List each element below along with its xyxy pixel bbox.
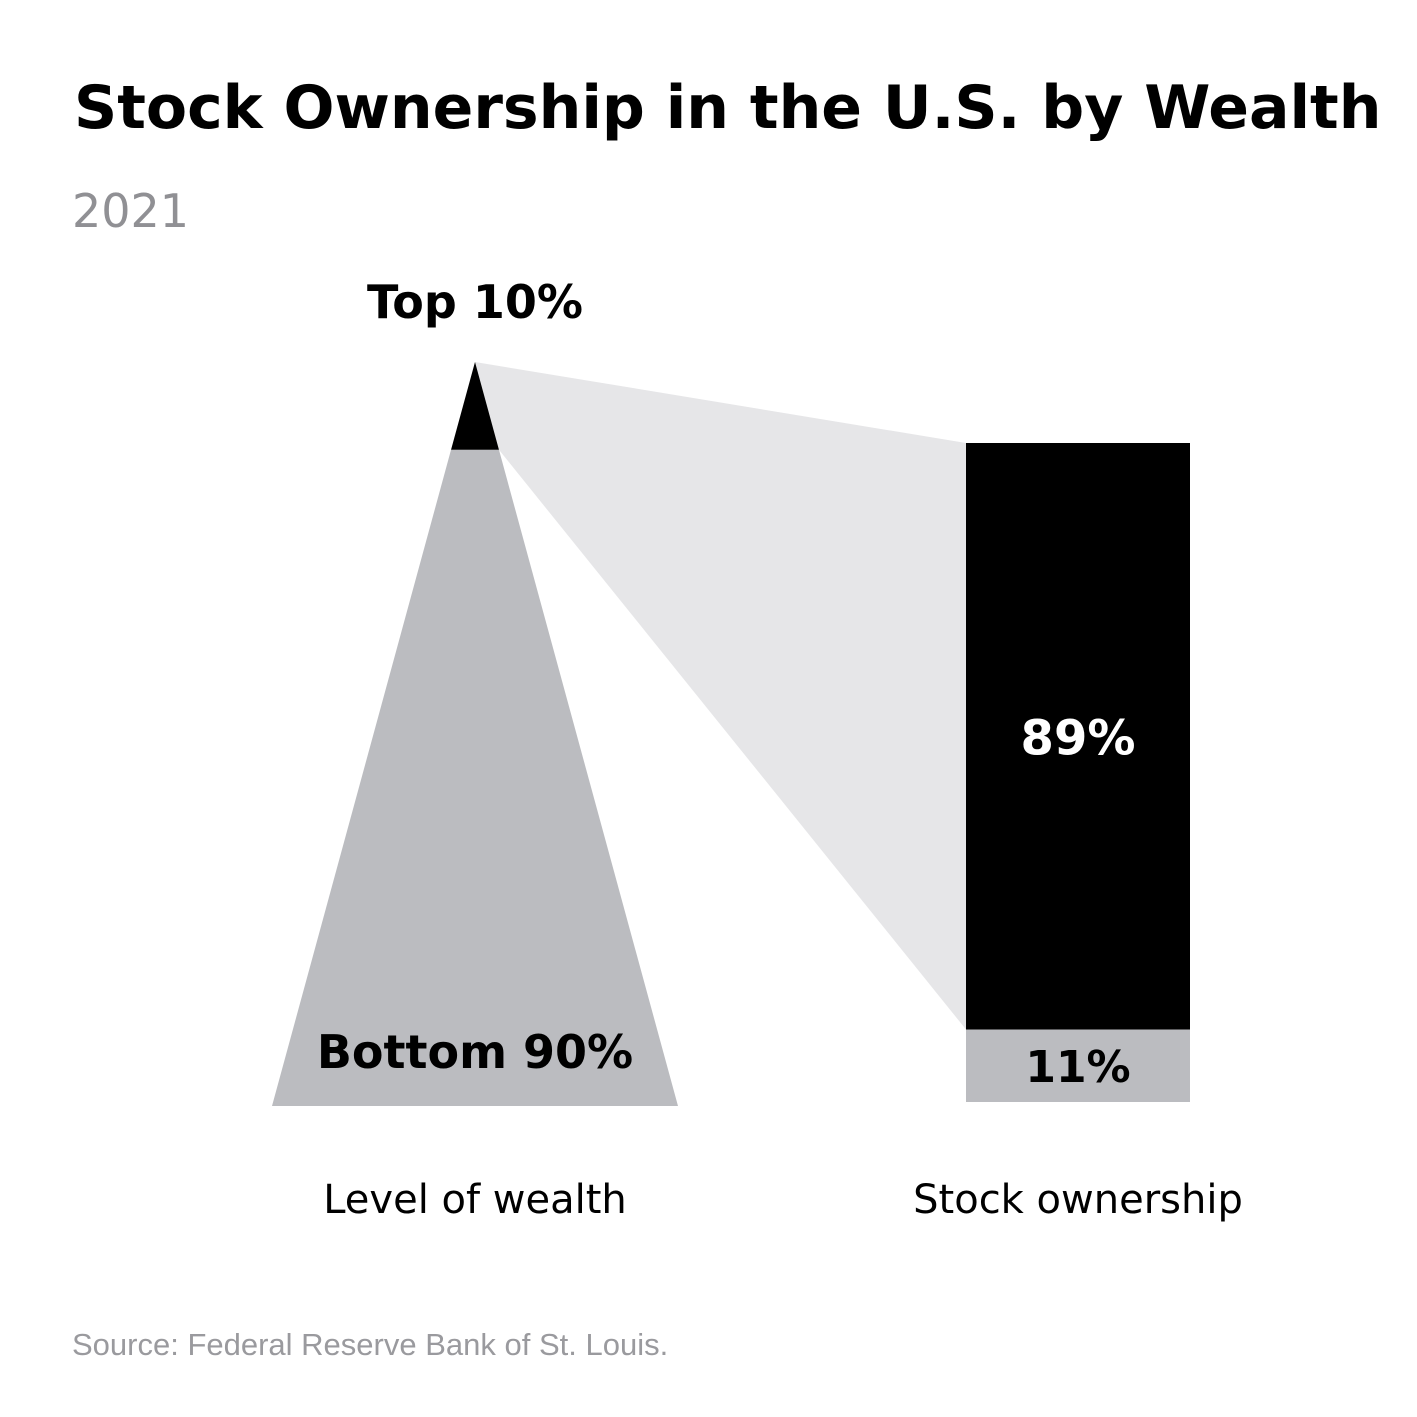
bottom-90-label: Bottom 90% (317, 1025, 633, 1079)
wealth-bottom-90-segment (272, 449, 678, 1106)
chart-subtitle: 2021 (72, 184, 190, 238)
wealth-top-10-segment (451, 362, 499, 450)
stock-ownership-label: Stock ownership (913, 1177, 1243, 1223)
stock-bottom-90-bar (966, 1029, 1190, 1102)
stock-top-value-label: 89% (1021, 710, 1136, 766)
level-of-wealth-label: Level of wealth (323, 1177, 627, 1223)
top-10-label: Top 10% (367, 275, 583, 329)
top-10-connector (475, 362, 966, 1030)
stock-bottom-value-label: 11% (1025, 1042, 1130, 1093)
source-note: Source: Federal Reserve Bank of St. Loui… (72, 1327, 669, 1362)
stock-top-10-bar (966, 443, 1190, 1030)
chart-title: Stock Ownership in the U.S. by Wealth (74, 73, 1382, 143)
